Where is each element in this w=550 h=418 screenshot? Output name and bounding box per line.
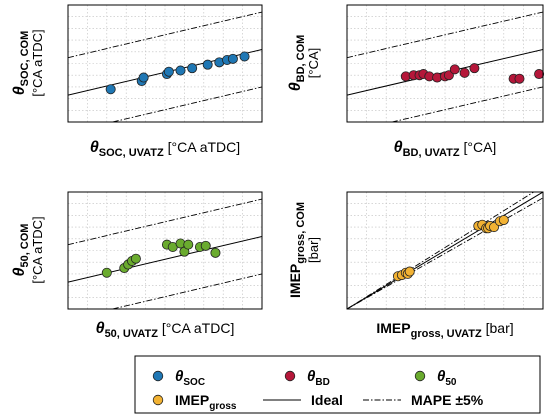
x-axis-label: θBD, UVATZ [°CA] <box>394 139 497 159</box>
mape-line-upper <box>68 198 262 246</box>
data-point <box>202 59 213 70</box>
ideal-line <box>68 235 262 283</box>
legend-item-mape: MAPE ±5% <box>363 392 484 408</box>
data-point <box>534 69 545 80</box>
mape-line-lower <box>110 86 262 122</box>
plot-frame <box>346 191 544 310</box>
plot-frame <box>67 4 263 123</box>
data-point <box>130 253 141 264</box>
data-point <box>443 70 454 81</box>
x-label-unit: [bar] <box>482 320 514 336</box>
y-label-subscript: BD, COM <box>295 35 307 83</box>
chart-panels: θSOC, UVATZ [°CA aTDC]θSOC, COM [°CA aTDC… <box>11 4 545 340</box>
y-label-symbol: IMEP <box>287 264 303 298</box>
legend-label: IMEPgross <box>175 392 237 412</box>
legend-marker <box>284 370 296 382</box>
x-label-subscript: SOC, UVATZ <box>99 147 164 159</box>
data-point <box>227 53 238 64</box>
legend-label: θ50 <box>437 368 457 388</box>
data-point <box>239 51 250 62</box>
x-label-unit: [°CA] <box>460 139 497 155</box>
x-label-unit: [°CA aTDC] <box>164 139 240 155</box>
data-point <box>404 266 415 277</box>
y-label-subscript: gross, COM <box>295 202 307 264</box>
mape-line-upper <box>347 11 543 59</box>
gridlines <box>347 5 543 122</box>
x-label-unit: [°CA aTDC] <box>158 320 234 336</box>
legend-label: Ideal <box>311 392 343 408</box>
data-point <box>200 240 211 251</box>
y-axis-label: θ50, COM <box>11 224 31 277</box>
legend-item-soc: θSOC <box>152 368 205 388</box>
y-label-symbol: θ <box>11 86 28 95</box>
mape-line-lower <box>110 273 262 309</box>
y-label-symbol: θ <box>287 82 304 91</box>
plot-frame <box>67 191 263 310</box>
data-point <box>105 84 116 95</box>
data-point <box>514 73 525 84</box>
x-axis-label: θ50, UVATZ [°CA aTDC] <box>96 320 235 340</box>
y-label-subscript: SOC, COM <box>19 31 31 87</box>
y-label-unit: [°CA aTDC] <box>30 216 45 283</box>
legend: θSOC θBD θ50 IMEPgross Ideal MAPE ±5% <box>134 355 541 414</box>
legend-marker <box>152 370 164 382</box>
x-label-symbol: θ <box>90 139 99 156</box>
x-axis-label: IMEPgross, UVATZ [bar] <box>376 320 513 340</box>
data-points <box>105 51 250 95</box>
chart-panel-imep: IMEPgross, UVATZ [bar]IMEPgross, COM [bar… <box>287 191 544 340</box>
legend-label: MAPE ±5% <box>411 392 484 408</box>
data-point <box>101 267 112 278</box>
legend-marker <box>152 394 164 406</box>
x-label-symbol: IMEP <box>376 320 410 336</box>
data-point <box>163 66 174 77</box>
mape-line-lower <box>347 197 543 309</box>
legend-label: θSOC <box>175 368 205 388</box>
legend-item-ideal: Ideal <box>263 392 343 408</box>
mape-line-upper <box>68 11 262 59</box>
x-axis-label: θSOC, UVATZ [°CA aTDC] <box>90 139 240 159</box>
legend-item-50: θ50 <box>414 368 457 388</box>
data-point <box>449 64 460 75</box>
x-label-symbol: θ <box>394 139 403 156</box>
y-label-unit: [°CA] <box>306 48 321 78</box>
data-point <box>488 222 499 233</box>
chart-panel-soc: θSOC, UVATZ [°CA aTDC]θSOC, COM [°CA aTDC… <box>11 4 263 159</box>
legend-marker <box>414 370 426 382</box>
legend-item-imep: IMEPgross <box>152 392 237 412</box>
x-label-subscript: 50, UVATZ <box>105 328 159 340</box>
ideal-line <box>347 192 543 309</box>
legend-label: θBD <box>307 368 330 388</box>
chart-panel-fifty: θ50, UVATZ [°CA aTDC]θ50, COM [°CA aTDC] <box>11 191 263 340</box>
x-label-subscript: BD, UVATZ <box>403 147 460 159</box>
y-axis-label: IMEPgross, COM <box>287 202 307 298</box>
data-points <box>400 63 545 84</box>
data-point <box>498 215 509 226</box>
data-point <box>175 65 186 76</box>
data-point <box>187 63 198 74</box>
y-label-subscript: 50, COM <box>19 224 31 268</box>
x-label-symbol: θ <box>96 320 105 337</box>
data-point <box>138 72 149 83</box>
legend-item-bd: θBD <box>284 368 330 388</box>
y-axis-label: θSOC, COM <box>11 31 31 96</box>
data-points <box>392 215 509 282</box>
data-point <box>183 239 194 250</box>
data-points <box>101 238 221 278</box>
y-label-symbol: θ <box>11 267 28 276</box>
plot-frame <box>346 4 544 123</box>
data-point <box>469 63 480 74</box>
data-point <box>459 67 470 78</box>
gridlines <box>68 192 262 309</box>
y-label-unit: [°CA aTDC] <box>30 29 45 96</box>
data-point <box>210 247 221 258</box>
chart-panel-bd: θBD, UVATZ [°CA]θBD, COM [°CA] <box>287 4 545 159</box>
mape-line-upper <box>347 192 535 309</box>
legend-box <box>134 355 541 414</box>
mape-line-lower <box>390 86 543 122</box>
y-label-unit: [bar] <box>306 237 321 263</box>
x-label-subscript: gross, UVATZ <box>411 328 482 340</box>
y-axis-label: θBD, COM <box>287 35 307 92</box>
